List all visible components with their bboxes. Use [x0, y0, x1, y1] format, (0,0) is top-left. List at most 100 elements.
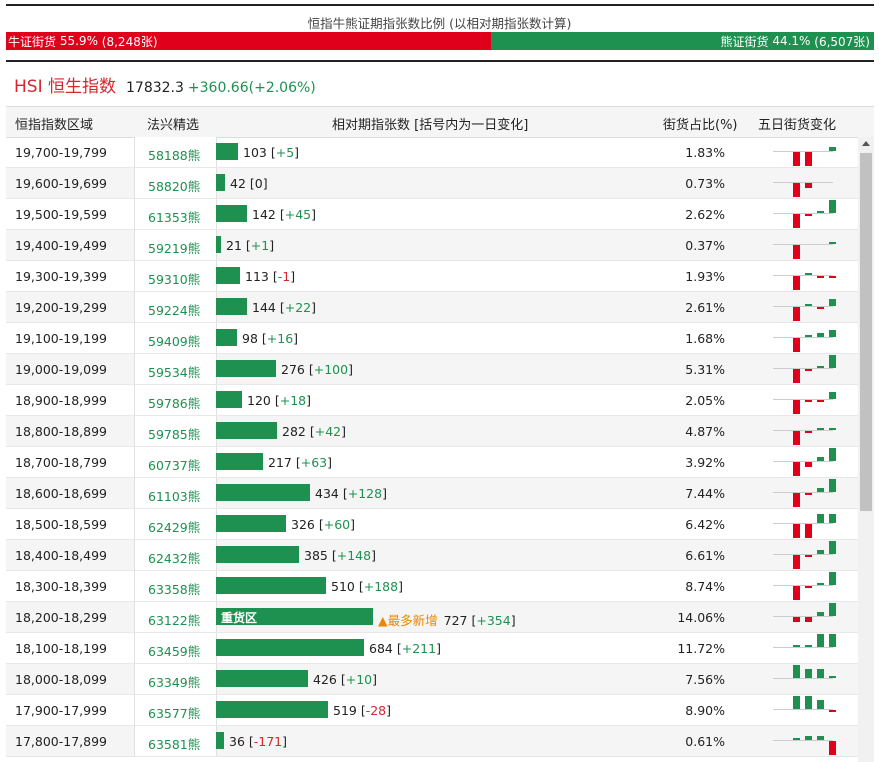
- contracts-count: 510: [331, 579, 355, 594]
- bear-code-link[interactable]: 63581熊: [148, 737, 201, 752]
- index-change: +360.66(+2.06%): [187, 80, 316, 96]
- bear-code-link[interactable]: 63577熊: [148, 706, 201, 721]
- daily-change: +100: [313, 362, 349, 377]
- bull-count: (8,248张): [101, 34, 158, 49]
- sparkline-bar: [793, 338, 800, 352]
- contracts-bar: [216, 701, 328, 718]
- table-row: 18,900-18,999 59786熊 120 [+18] 2.05%: [6, 385, 858, 416]
- sparkline-axis: [773, 647, 833, 648]
- contracts-value: 282 [+42]: [282, 424, 346, 439]
- five-day-sparkline: [773, 416, 836, 446]
- pick-cell: 63577熊: [134, 695, 217, 725]
- vertical-scrollbar[interactable]: [858, 137, 874, 762]
- contracts-bar: [216, 298, 247, 315]
- sparkline-bar: [805, 586, 812, 589]
- bear-code-link[interactable]: 63459熊: [148, 644, 201, 659]
- sparkline-bar: [805, 462, 812, 467]
- bear-code-link[interactable]: 62432熊: [148, 551, 201, 566]
- share-pct: 4.87%: [685, 424, 725, 439]
- most-new-badge: ▲最多新增: [378, 613, 438, 628]
- table-row: 19,500-19,599 61353熊 142 [+45] 2.62%: [6, 199, 858, 230]
- distribution-table: 恒指指数区域 法兴精选 相对期指张数 [括号内为一日变化] 街货占比(%) 五日…: [6, 106, 874, 762]
- range-cell: 19,400-19,499: [15, 238, 107, 253]
- table-row: 19,400-19,499 59219熊 21 [+1] 0.37%: [6, 230, 858, 261]
- sparkline-bar: [829, 427, 836, 430]
- contracts-count: 144: [252, 300, 276, 315]
- range-cell: 19,500-19,599: [15, 207, 107, 222]
- header-contracts: 相对期指张数 [括号内为一日变化]: [332, 118, 529, 133]
- contracts-value: 120 [+18]: [247, 393, 311, 408]
- five-day-sparkline: [773, 726, 836, 756]
- sparkline-bar: [805, 214, 812, 217]
- sparkline-bar: [817, 487, 824, 492]
- daily-change: +18: [279, 393, 307, 408]
- contracts-bar: [216, 546, 299, 563]
- scroll-up-arrow-icon[interactable]: [862, 141, 870, 146]
- contracts-value: 21 [+1]: [226, 238, 275, 253]
- sparkline-axis: [773, 244, 833, 245]
- bear-code-link[interactable]: 60737熊: [148, 458, 201, 473]
- contracts-count: 282: [282, 424, 306, 439]
- sparkline-bar: [793, 664, 800, 678]
- bear-code-link[interactable]: 59224熊: [148, 303, 201, 318]
- sparkline-bar: [793, 431, 800, 445]
- pick-cell: 59219熊: [134, 230, 217, 260]
- table-row: 19,100-19,199 59409熊 98 [+16] 1.68%: [6, 323, 858, 354]
- contracts-bar: [216, 453, 263, 470]
- bear-code-link[interactable]: 63349熊: [148, 675, 201, 690]
- pick-cell: 63358熊: [134, 571, 217, 601]
- bear-code-link[interactable]: 63122熊: [148, 613, 201, 628]
- bear-code-link[interactable]: 59534熊: [148, 365, 201, 380]
- contracts-count: 434: [315, 486, 339, 501]
- contracts-count: 326: [291, 517, 315, 532]
- bear-code-link[interactable]: 59310熊: [148, 272, 201, 287]
- contracts-value: 684 [+211]: [369, 641, 441, 656]
- sparkline-bar: [829, 514, 836, 523]
- daily-change: -28: [365, 703, 387, 718]
- bear-code-link[interactable]: 59409熊: [148, 334, 201, 349]
- bear-code-link[interactable]: 58820熊: [148, 179, 201, 194]
- sparkline-bar: [793, 493, 800, 507]
- contracts-value: 276 [+100]: [281, 362, 353, 377]
- daily-change: +354: [476, 613, 511, 628]
- sparkline-bar: [817, 427, 824, 430]
- range-cell: 17,800-17,899: [15, 734, 107, 749]
- sparkline-bar: [793, 400, 800, 414]
- daily-change: +63: [300, 455, 328, 470]
- bear-code-link[interactable]: 58188熊: [148, 148, 201, 163]
- daily-change: -1: [277, 269, 291, 284]
- bear-code-link[interactable]: 59786熊: [148, 396, 201, 411]
- sparkline-bar: [817, 276, 824, 279]
- bull-pct: 55.9%: [59, 34, 98, 48]
- bear-code-link[interactable]: 61103熊: [148, 489, 201, 504]
- contracts-count: 426: [313, 672, 337, 687]
- bear-code-link[interactable]: 59219熊: [148, 241, 201, 256]
- range-cell: 18,400-18,499: [15, 548, 107, 563]
- bear-code-link[interactable]: 59785熊: [148, 427, 201, 442]
- sparkline-bar: [829, 633, 836, 647]
- sparkline-bar: [793, 695, 800, 709]
- table-row: 18,000-18,099 63349熊 426 [+10] 7.56%: [6, 664, 858, 695]
- bear-code-link[interactable]: 63358熊: [148, 582, 201, 597]
- table-row: 18,300-18,399 63358熊 510 [+188] 8.74%: [6, 571, 858, 602]
- sparkline-axis: [773, 678, 833, 679]
- sparkline-axis: [773, 740, 833, 741]
- five-day-sparkline: [773, 664, 836, 694]
- sparkline-bar: [817, 669, 824, 678]
- table-row: 19,000-19,099 59534熊 276 [+100] 5.31%: [6, 354, 858, 385]
- bear-code-link[interactable]: 61353熊: [148, 210, 201, 225]
- bear-code-link[interactable]: 62429熊: [148, 520, 201, 535]
- pick-cell: 60737熊: [134, 447, 217, 477]
- contracts-count: 385: [304, 548, 328, 563]
- range-cell: 19,000-19,099: [15, 362, 107, 377]
- table-row: 18,600-18,699 61103熊 434 [+128] 7.44%: [6, 478, 858, 509]
- contracts-bar: [216, 267, 240, 284]
- five-day-sparkline: [773, 633, 836, 663]
- table-row: 19,300-19,399 59310熊 113 [-1] 1.93%: [6, 261, 858, 292]
- scrollbar-thumb[interactable]: [860, 153, 872, 511]
- sparkline-bar: [805, 644, 812, 647]
- table-body[interactable]: 19,700-19,799 58188熊 103 [+5] 1.83% 19,600-1…: [6, 137, 874, 762]
- contracts-value: 42 [0]: [230, 176, 268, 191]
- contracts-value: 144 [+22]: [252, 300, 316, 315]
- daily-change: +16: [266, 331, 294, 346]
